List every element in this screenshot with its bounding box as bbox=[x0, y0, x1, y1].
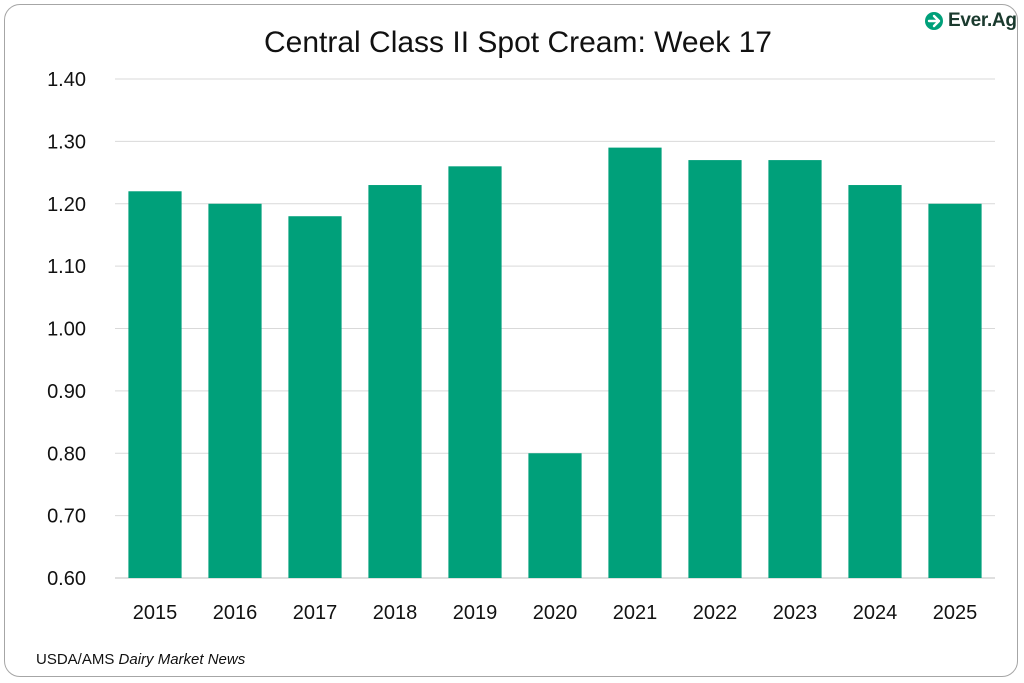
source-publication: Dairy Market News bbox=[118, 651, 246, 668]
y-tick-label: 1.30 bbox=[47, 131, 86, 153]
bar-2016 bbox=[208, 203, 262, 578]
x-axis-tick-labels: 2015 2016 2017 2018 2019 2020 2021 2022 2023 2024… bbox=[133, 602, 978, 624]
x-tick-label: 2016 bbox=[213, 602, 258, 624]
x-tick-label: 2019 bbox=[453, 602, 498, 624]
bar-2023 bbox=[768, 160, 822, 578]
x-tick-label: 2023 bbox=[773, 602, 818, 624]
y-tick-label: 0.80 bbox=[47, 443, 86, 465]
source-note: USDA/AMS Dairy Market News bbox=[36, 651, 245, 668]
bar-2015 bbox=[128, 191, 182, 578]
bar-2019 bbox=[448, 166, 502, 578]
x-tick-label: 2024 bbox=[853, 602, 898, 624]
y-tick-label: 1.00 bbox=[47, 319, 86, 341]
chart-title: Central Class II Spot Cream: Week 17 bbox=[264, 26, 772, 59]
y-tick-label: 0.70 bbox=[47, 506, 86, 528]
y-tick-label: 0.60 bbox=[47, 568, 86, 590]
ever-ag-logo-icon bbox=[925, 12, 943, 30]
bar-2025 bbox=[928, 203, 982, 578]
bar-2017 bbox=[288, 216, 342, 578]
bar-2020 bbox=[528, 453, 582, 578]
bar-2018 bbox=[368, 185, 422, 578]
x-tick-label: 2022 bbox=[693, 602, 738, 624]
y-axis-tick-labels: 0.60 0.70 0.80 0.90 1.00 1.10 1.20 1.30 1.40 bbox=[47, 69, 86, 590]
brand-name: Ever.Ag bbox=[948, 10, 1017, 31]
bar-2024 bbox=[848, 185, 902, 578]
bars bbox=[128, 147, 982, 579]
source-agency: USDA/AMS bbox=[36, 651, 115, 668]
x-tick-label: 2018 bbox=[373, 602, 418, 624]
y-tick-label: 0.90 bbox=[47, 381, 86, 403]
y-tick-label: 1.20 bbox=[47, 194, 86, 216]
brand-logo: Ever.Ag bbox=[924, 10, 1017, 32]
bar-2021 bbox=[608, 147, 662, 579]
x-tick-label: 2015 bbox=[133, 602, 178, 624]
x-tick-label: 2017 bbox=[293, 602, 338, 624]
y-tick-label: 1.40 bbox=[47, 69, 86, 91]
x-tick-label: 2025 bbox=[933, 602, 978, 624]
x-tick-label: 2020 bbox=[533, 602, 578, 624]
x-tick-label: 2021 bbox=[613, 602, 658, 624]
bar-2022 bbox=[688, 160, 742, 578]
y-tick-label: 1.10 bbox=[47, 256, 86, 278]
